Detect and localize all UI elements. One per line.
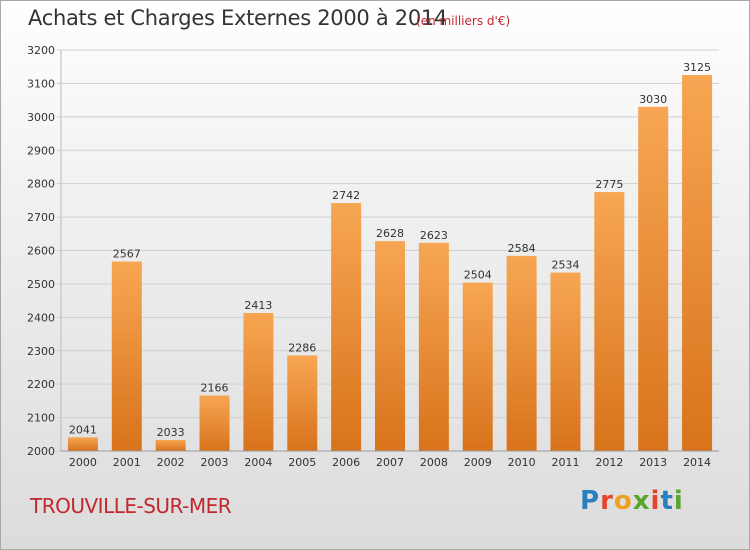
bar-2002: [155, 439, 186, 451]
logo-letter: P: [580, 486, 601, 516]
data-label-2007: 2628: [376, 227, 404, 240]
bar-2006: [331, 203, 362, 451]
y-tick-label: 2800: [27, 178, 55, 191]
bar-2003: [199, 395, 230, 451]
x-tick-label-2001: 2001: [113, 456, 141, 469]
chart-unit: (en milliers d'€): [416, 14, 511, 28]
y-tick-label: 2300: [27, 345, 55, 358]
bar-2000: [67, 437, 98, 451]
data-label-2000: 2041: [69, 423, 97, 436]
x-tick-label-2000: 2000: [69, 456, 97, 469]
y-tick-label: 3000: [27, 111, 55, 124]
y-tick-label: 2200: [27, 378, 55, 391]
data-label-2008: 2623: [420, 229, 448, 242]
x-tick-label-2007: 2007: [376, 456, 404, 469]
bar-2001: [111, 261, 142, 451]
data-label-2003: 2166: [201, 382, 229, 395]
x-tick-label-2004: 2004: [244, 456, 272, 469]
x-tick-label-2005: 2005: [288, 456, 316, 469]
x-tick-label-2008: 2008: [420, 456, 448, 469]
x-tick-label-2003: 2003: [201, 456, 229, 469]
x-tick-label-2011: 2011: [551, 456, 579, 469]
data-label-2013: 3030: [639, 93, 667, 106]
bar-2012: [594, 192, 625, 452]
logo-letter: o: [613, 486, 633, 516]
y-tick-label: 2600: [27, 245, 55, 258]
chart-title: Achats et Charges Externes 2000 à 2014: [28, 6, 448, 30]
bar-2009: [462, 282, 493, 451]
data-label-2009: 2504: [464, 269, 492, 282]
data-label-2010: 2584: [508, 242, 536, 255]
logo-letter: i: [673, 486, 684, 516]
x-tick-label-2010: 2010: [508, 456, 536, 469]
x-tick-label-2013: 2013: [639, 456, 667, 469]
y-tick-label: 3100: [27, 77, 55, 90]
bar-2007: [375, 241, 405, 451]
y-tick-label: 2400: [27, 311, 55, 324]
axes: 2000 2100 2200 2300 2400 2500 2600 2700 2800 2900…: [27, 44, 719, 469]
data-label-2006: 2742: [332, 189, 360, 202]
logo-letter: r: [600, 486, 614, 516]
bar-2004: [243, 312, 274, 451]
bar-2013: [638, 106, 669, 451]
x-tick-label-2012: 2012: [595, 456, 623, 469]
logo-letter: t: [660, 486, 674, 516]
y-tick-label: 2000: [27, 445, 55, 458]
y-tick-label: 3200: [27, 44, 55, 57]
data-label-2001: 2567: [113, 248, 141, 261]
y-tick-label: 2500: [27, 278, 55, 291]
bar-2008: [418, 242, 449, 451]
bar-2011: [550, 272, 581, 451]
data-label-2014: 3125: [683, 61, 711, 74]
x-tick-label-2009: 2009: [464, 456, 492, 469]
data-label-2002: 2033: [157, 426, 185, 439]
proxiti-logo[interactable]: Proxiti: [580, 486, 684, 516]
data-label-2004: 2413: [244, 299, 272, 312]
bar-2014: [682, 75, 713, 451]
logo-letter: x: [632, 486, 651, 516]
x-tick-label-2002: 2002: [157, 456, 185, 469]
data-label-2005: 2286: [288, 341, 316, 354]
logo-letter: i: [650, 486, 661, 516]
bar-2005: [287, 355, 318, 451]
y-tick-label: 2100: [27, 412, 55, 425]
city-name: TROUVILLE-SUR-MER: [30, 494, 232, 518]
y-tick-label: 2700: [27, 211, 55, 224]
data-label-2012: 2775: [595, 178, 623, 191]
x-tick-label-2014: 2014: [683, 456, 711, 469]
y-tick-label: 2900: [27, 144, 55, 157]
bars: 2041 2567 2033 2166 2413 2286 2742 2628 2623 2504…: [67, 61, 713, 452]
data-label-2011: 2534: [551, 259, 579, 272]
bar-2010: [506, 255, 537, 451]
x-tick-label-2006: 2006: [332, 456, 360, 469]
